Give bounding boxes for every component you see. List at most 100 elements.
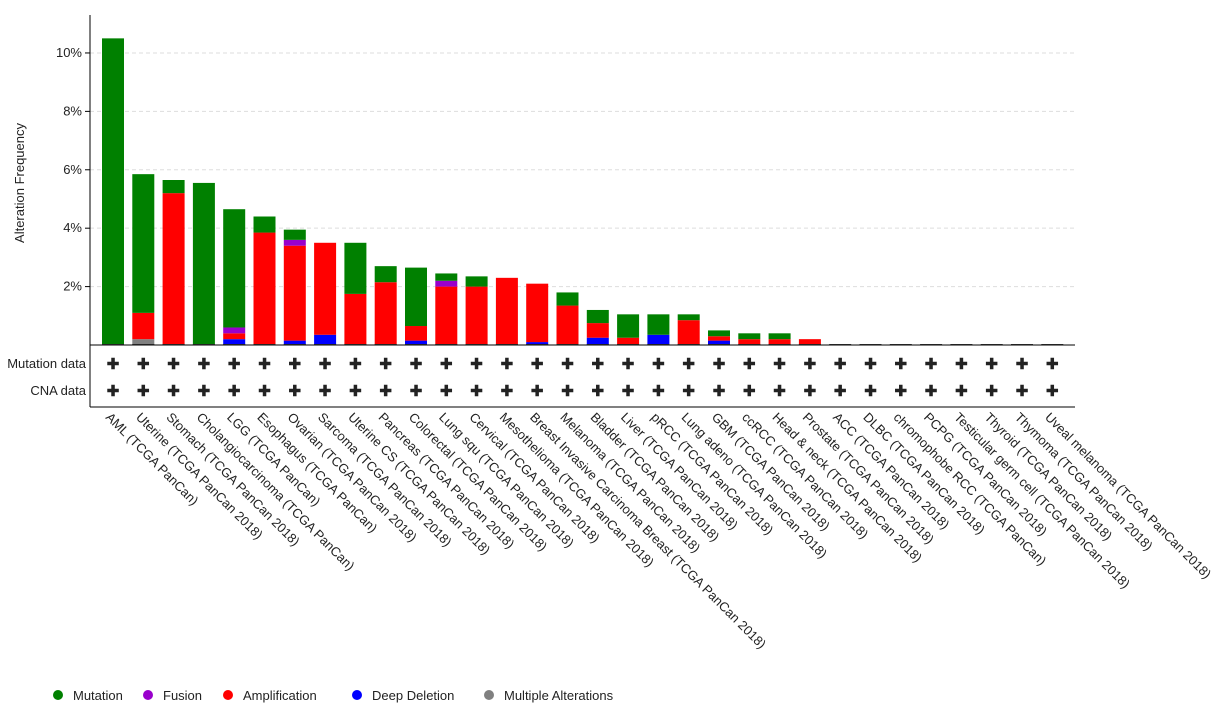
bar-segment-mutation[interactable] [162,180,185,194]
cna-data-marker: ✚ [137,383,150,400]
bar-segment-amplification[interactable] [465,286,488,345]
bar-segment-fusion[interactable] [283,239,306,246]
bar-segment-amplification[interactable] [708,336,730,341]
bar-segment-amplification[interactable] [495,277,518,345]
bar-segment-mutation[interactable] [586,309,609,324]
cna-data-marker: ✚ [228,383,241,400]
bar-segment-mutation[interactable] [465,276,488,287]
bar-segment-mutation[interactable] [677,314,700,321]
bar-segment-multiple-alterations[interactable] [132,339,155,345]
bar-segment-amplification[interactable] [798,339,821,345]
track-label-cna: CNA data [30,383,86,398]
mutation-data-marker: ✚ [804,356,817,373]
bar-segment-deep-deletion[interactable] [223,339,246,345]
mutation-data-marker: ✚ [440,356,453,373]
mutation-data-marker: ✚ [773,356,786,373]
cna-data-marker: ✚ [531,383,544,400]
bar-segment-mutation[interactable] [647,314,670,335]
bar-segment-amplification[interactable] [586,323,609,338]
bar-segment-mutation[interactable] [192,182,215,345]
mutation-data-marker: ✚ [228,356,241,373]
mutation-data-marker: ✚ [289,356,302,373]
bar-segment-amplification[interactable] [132,312,155,340]
bar-segment-mutation[interactable] [344,242,367,294]
cna-data-marker: ✚ [501,383,514,400]
legend: Mutation Fusion Amplification Deep Deletion… [53,688,614,703]
x-labels-layer: AML (TCGA PanCan)Uterine (TCGA PanCan 20… [103,410,1214,652]
bar-segment-deep-deletion[interactable] [647,334,670,345]
legend-swatch [53,690,63,700]
bar-segment-amplification[interactable] [738,339,761,345]
bar-segment-mutation[interactable] [435,273,458,281]
cna-data-marker: ✚ [379,383,392,400]
bar-segment-amplification[interactable] [617,337,640,345]
bar-segment-deep-deletion[interactable] [708,340,730,345]
cna-data-marker: ✚ [773,383,786,400]
cna-data-marker: ✚ [258,383,271,400]
mutation-data-marker: ✚ [864,356,877,373]
bar-segment-mutation[interactable] [556,292,579,306]
bar-segment-deep-deletion[interactable] [314,334,337,345]
bar-segment-amplification[interactable] [344,293,367,345]
bar-segment-mutation[interactable] [405,267,427,327]
cna-data-marker: ✚ [622,383,635,400]
bar-segment-mutation[interactable] [768,333,791,340]
mutation-data-marker: ✚ [743,356,756,373]
bar-segment-amplification[interactable] [283,245,306,341]
cna-data-marker: ✚ [985,383,998,400]
mutation-data-marker: ✚ [410,356,423,373]
bar-segment-mutation[interactable] [738,333,761,340]
mutation-data-marker: ✚ [258,356,271,373]
mutation-data-marker: ✚ [561,356,574,373]
cna-data-marker: ✚ [925,383,938,400]
bar-segment-amplification[interactable] [768,339,791,345]
axis-layer: Alteration Frequency Mutation data CNA d… [7,15,1075,408]
cna-data-marker: ✚ [743,383,756,400]
y-axis-label: Alteration Frequency [12,123,27,243]
cna-data-marker: ✚ [410,383,423,400]
bar-segment-amplification[interactable] [314,242,337,335]
bar-segment-amplification[interactable] [435,286,458,345]
y-tick-label: 4% [63,220,82,235]
bar-segment-mutation[interactable] [708,330,730,337]
bar-segment-mutation[interactable] [617,314,640,338]
bar-segment-mutation[interactable] [253,216,276,233]
bar-segment-mutation[interactable] [132,174,155,313]
bar-segment-amplification[interactable] [253,232,276,345]
cna-data-marker: ✚ [1046,383,1059,400]
legend-item-deep-deletion: Deep Deletion [352,688,454,703]
bar-segment-mutation[interactable] [374,266,397,283]
legend-swatch [352,690,362,700]
y-tick-label: 8% [63,103,82,118]
mutation-data-marker: ✚ [349,356,362,373]
bar-segment-mutation[interactable] [283,229,306,240]
mutation-data-marker: ✚ [895,356,908,373]
mutation-data-marker: ✚ [713,356,726,373]
bar-segment-deep-deletion[interactable] [283,340,306,345]
bar-segment-fusion[interactable] [435,280,458,287]
legend-label: Multiple Alterations [504,688,614,703]
cna-data-marker: ✚ [1016,383,1029,400]
mutation-data-marker: ✚ [198,356,211,373]
legend-label: Amplification [243,688,317,703]
mutation-data-marker: ✚ [622,356,635,373]
bar-segment-mutation[interactable] [223,209,246,328]
bar-segment-amplification[interactable] [526,283,549,343]
bar-segment-deep-deletion[interactable] [405,340,427,345]
cna-data-marker: ✚ [349,383,362,400]
bar-segment-amplification[interactable] [223,333,246,340]
y-tick-label: 10% [56,45,82,60]
bar-segment-deep-deletion[interactable] [526,342,549,345]
bar-segment-amplification[interactable] [556,305,579,345]
mutation-data-marker: ✚ [985,356,998,373]
mutation-data-marker: ✚ [137,356,150,373]
bar-segment-amplification[interactable] [677,320,700,345]
legend-swatch [223,690,233,700]
bar-segment-fusion[interactable] [223,327,246,334]
bar-segment-amplification[interactable] [374,282,397,345]
bar-segment-deep-deletion[interactable] [586,337,609,345]
bar-segment-amplification[interactable] [405,326,427,341]
bar-segment-mutation[interactable] [102,38,124,346]
cna-data-marker: ✚ [319,383,332,400]
bar-segment-amplification[interactable] [162,193,185,345]
